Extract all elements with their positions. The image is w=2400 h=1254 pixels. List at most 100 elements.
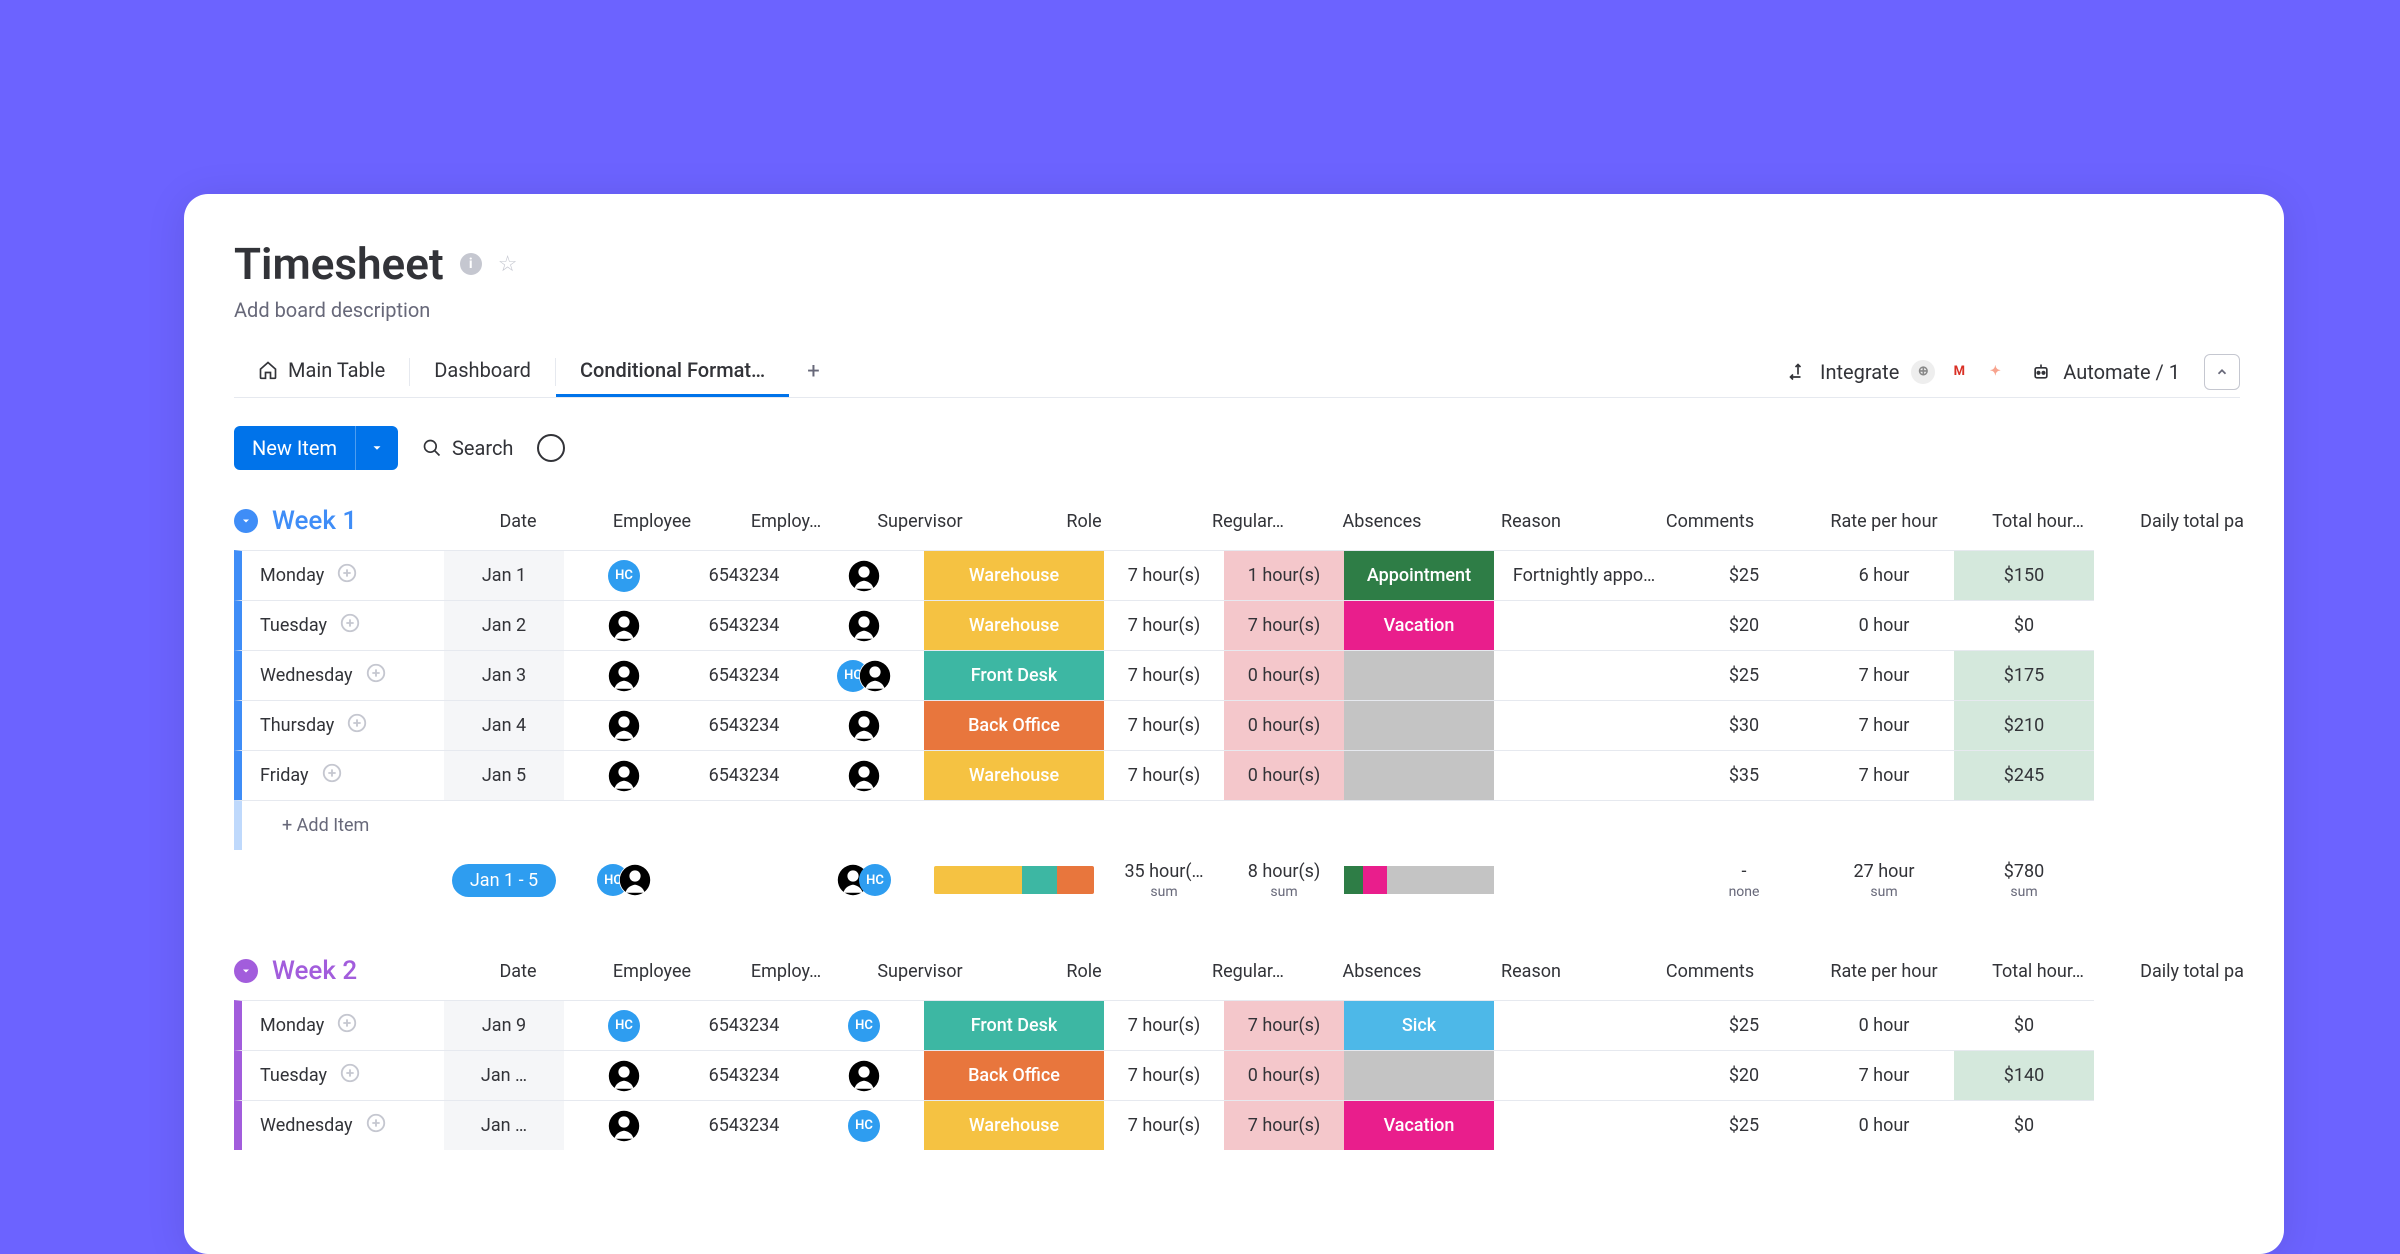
- cell-daily-total[interactable]: $245: [1954, 750, 2094, 800]
- cell-comments[interactable]: Fortnightly appo…: [1494, 550, 1674, 600]
- automate-button[interactable]: Automate / 1: [2031, 360, 2180, 384]
- avatar-hc[interactable]: HC: [608, 560, 640, 592]
- new-item-button[interactable]: New Item: [234, 426, 398, 470]
- cell-regular[interactable]: 7 hour(s): [1104, 1050, 1224, 1100]
- expand-icon[interactable]: [339, 1062, 361, 1089]
- avatar-person[interactable]: [608, 760, 640, 792]
- cell-role[interactable]: Back Office: [924, 700, 1104, 750]
- cell-absences[interactable]: 0 hour(s): [1224, 750, 1344, 800]
- column-header[interactable]: Absences: [1322, 505, 1442, 538]
- cell-role[interactable]: Warehouse: [924, 750, 1104, 800]
- group-collapse-icon[interactable]: [234, 509, 258, 533]
- column-header[interactable]: Date: [458, 505, 578, 538]
- cell-total-hours[interactable]: 6 hour: [1814, 550, 1954, 600]
- collapse-header-button[interactable]: [2204, 354, 2240, 390]
- cell-comments[interactable]: [1494, 1100, 1674, 1150]
- cell-supervisor[interactable]: [804, 600, 924, 650]
- cell-rate[interactable]: $20: [1674, 1050, 1814, 1100]
- cell-employee-id[interactable]: 6543234: [684, 1000, 804, 1050]
- cell-date[interactable]: Jan 5: [444, 750, 564, 800]
- cell-date[interactable]: Jan 4: [444, 700, 564, 750]
- cell-reason[interactable]: [1344, 700, 1494, 750]
- cell-reason[interactable]: Sick: [1344, 1000, 1494, 1050]
- tab-dashboard[interactable]: Dashboard: [410, 346, 555, 397]
- expand-icon[interactable]: [336, 1012, 358, 1039]
- cell-supervisor[interactable]: HC: [804, 1000, 924, 1050]
- star-icon[interactable]: ☆: [498, 252, 518, 277]
- avatar-person[interactable]: [608, 1110, 640, 1142]
- column-header[interactable]: Daily total pa: [2122, 505, 2262, 538]
- expand-icon[interactable]: [336, 562, 358, 589]
- cell-regular[interactable]: 7 hour(s): [1104, 1000, 1224, 1050]
- row-day[interactable]: Thursday: [234, 700, 444, 750]
- column-header[interactable]: Reason: [1456, 955, 1606, 988]
- cell-rate[interactable]: $25: [1674, 550, 1814, 600]
- group-title[interactable]: Week 1: [272, 506, 357, 536]
- cell-employee[interactable]: [564, 1100, 684, 1150]
- cell-employee[interactable]: [564, 750, 684, 800]
- column-header[interactable]: Rate per hour: [1814, 505, 1954, 538]
- cell-reason[interactable]: Vacation: [1344, 600, 1494, 650]
- avatar-person[interactable]: [848, 610, 880, 642]
- cell-employee-id[interactable]: 6543234: [684, 550, 804, 600]
- cell-absences[interactable]: 7 hour(s): [1224, 1000, 1344, 1050]
- cell-total-hours[interactable]: 0 hour: [1814, 1100, 1954, 1150]
- avatar-hc[interactable]: HC: [608, 1010, 640, 1042]
- cell-absences[interactable]: 0 hour(s): [1224, 1050, 1344, 1100]
- avatar-person[interactable]: [608, 610, 640, 642]
- cell-total-hours[interactable]: 7 hour: [1814, 700, 1954, 750]
- cell-rate[interactable]: $20: [1674, 600, 1814, 650]
- cell-comments[interactable]: [1494, 1000, 1674, 1050]
- cell-reason[interactable]: [1344, 750, 1494, 800]
- cell-employee-id[interactable]: 6543234: [684, 750, 804, 800]
- row-day[interactable]: Wednesday: [234, 1100, 444, 1150]
- cell-total-hours[interactable]: 0 hour: [1814, 1000, 1954, 1050]
- add-item-row[interactable]: + Add Item: [234, 800, 2094, 850]
- cell-employee-id[interactable]: 6543234: [684, 600, 804, 650]
- cell-absences[interactable]: 7 hour(s): [1224, 1100, 1344, 1150]
- cell-role[interactable]: Front Desk: [924, 1000, 1104, 1050]
- avatar-hc[interactable]: HC: [848, 1010, 880, 1042]
- cell-supervisor[interactable]: HC: [804, 1100, 924, 1150]
- add-tab-button[interactable]: +: [789, 347, 837, 396]
- cell-date[interactable]: Jan 2: [444, 600, 564, 650]
- cell-role[interactable]: Back Office: [924, 1050, 1104, 1100]
- cell-total-hours[interactable]: 7 hour: [1814, 650, 1954, 700]
- row-day[interactable]: Friday: [234, 750, 444, 800]
- cell-employee-id[interactable]: 6543234: [684, 650, 804, 700]
- cell-total-hours[interactable]: 0 hour: [1814, 600, 1954, 650]
- cell-comments[interactable]: [1494, 600, 1674, 650]
- cell-reason[interactable]: [1344, 1050, 1494, 1100]
- cell-employee-id[interactable]: 6543234: [684, 1100, 804, 1150]
- cell-reason[interactable]: Vacation: [1344, 1100, 1494, 1150]
- cell-rate[interactable]: $30: [1674, 700, 1814, 750]
- cell-total-hours[interactable]: 7 hour: [1814, 750, 1954, 800]
- column-header[interactable]: Daily total pa: [2122, 955, 2262, 988]
- column-header[interactable]: Employee: [592, 505, 712, 538]
- cell-daily-total[interactable]: $0: [1954, 600, 2094, 650]
- cell-daily-total[interactable]: $175: [1954, 650, 2094, 700]
- cell-supervisor[interactable]: [804, 750, 924, 800]
- cell-role[interactable]: Warehouse: [924, 550, 1104, 600]
- avatar-hc[interactable]: HC: [848, 1110, 880, 1142]
- cell-supervisor[interactable]: [804, 550, 924, 600]
- avatar-person[interactable]: [608, 660, 640, 692]
- row-day[interactable]: Wednesday: [234, 650, 444, 700]
- column-header[interactable]: Comments: [1620, 955, 1800, 988]
- cell-role[interactable]: Front Desk: [924, 650, 1104, 700]
- column-header[interactable]: Employ…: [726, 955, 846, 988]
- cell-regular[interactable]: 7 hour(s): [1104, 750, 1224, 800]
- column-header[interactable]: Date: [458, 955, 578, 988]
- column-header[interactable]: Regular…: [1188, 505, 1308, 538]
- group-collapse-icon[interactable]: [234, 959, 258, 983]
- cell-employee[interactable]: [564, 700, 684, 750]
- cell-employee-id[interactable]: 6543234: [684, 1050, 804, 1100]
- avatar-person[interactable]: [608, 1060, 640, 1092]
- cell-supervisor[interactable]: HC: [804, 650, 924, 700]
- avatar-person[interactable]: [848, 760, 880, 792]
- cell-rate[interactable]: $25: [1674, 1000, 1814, 1050]
- avatar-pair[interactable]: HC: [837, 660, 891, 692]
- cell-supervisor[interactable]: [804, 700, 924, 750]
- cell-role[interactable]: Warehouse: [924, 1100, 1104, 1150]
- cell-role[interactable]: Warehouse: [924, 600, 1104, 650]
